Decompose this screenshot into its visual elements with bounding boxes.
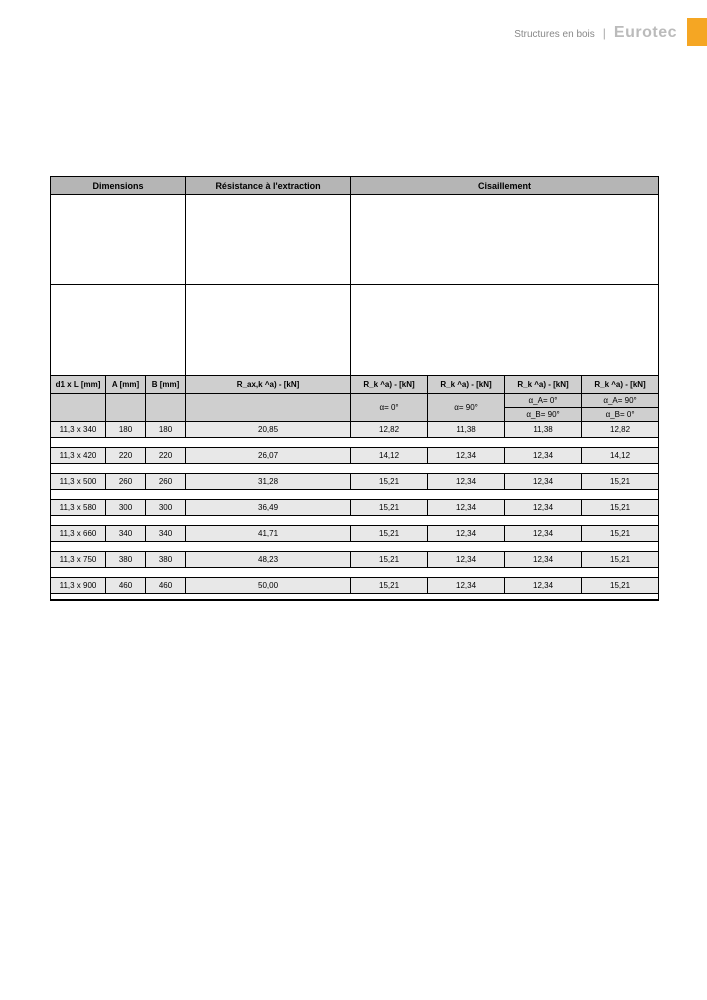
cell-B: 460	[146, 578, 186, 594]
col-d1L: d1 x L [mm]	[51, 376, 106, 394]
col-Rk2: R_k ^a) - [kN]	[428, 376, 505, 394]
spacer-row	[51, 195, 659, 285]
cell-r3: 12,34	[505, 448, 582, 464]
blank-row	[51, 438, 659, 448]
cell-r4: 15,21	[582, 474, 659, 490]
cell-r3: 12,34	[505, 552, 582, 568]
cell-A: 180	[106, 422, 146, 438]
cell-r2: 12,34	[428, 474, 505, 490]
cell-r3: 12,34	[505, 578, 582, 594]
cell-r1: 12,82	[351, 422, 428, 438]
cell-r4: 12,82	[582, 422, 659, 438]
group-header-row: Dimensions Résistance à l'extraction Cis…	[51, 177, 659, 195]
cell-r1: 14,12	[351, 448, 428, 464]
separator: |	[603, 26, 606, 40]
cell-r1: 15,21	[351, 500, 428, 516]
table-row: 11,3 x 90046046050,0015,2112,3412,3415,2…	[51, 578, 659, 594]
spacer-row-2	[51, 286, 659, 376]
page-header: Structures en bois | Eurotec	[514, 24, 677, 42]
cell-A: 340	[106, 526, 146, 542]
col-Rk1: R_k ^a) - [kN]	[351, 376, 428, 394]
table-row: 11,3 x 42022022026,0714,1212,3412,3414,1…	[51, 448, 659, 464]
cell-Rax: 31,28	[186, 474, 351, 490]
cell-r3: 12,34	[505, 474, 582, 490]
sub-alpha0: α= 0°	[351, 394, 428, 422]
blank-row	[51, 542, 659, 552]
sub-aA0: α_A= 0°	[505, 394, 582, 408]
cell-d: 11,3 x 750	[51, 552, 106, 568]
cell-r2: 12,34	[428, 500, 505, 516]
cell-r3: 12,34	[505, 526, 582, 542]
cell-A: 460	[106, 578, 146, 594]
cell-d: 11,3 x 340	[51, 422, 106, 438]
cell-d: 11,3 x 420	[51, 448, 106, 464]
cell-d: 11,3 x 580	[51, 500, 106, 516]
cell-A: 220	[106, 448, 146, 464]
cell-B: 340	[146, 526, 186, 542]
hdr-shear: Cisaillement	[351, 177, 659, 195]
cell-r1: 15,21	[351, 526, 428, 542]
cell-r2: 12,34	[428, 448, 505, 464]
cell-r4: 15,21	[582, 526, 659, 542]
page-tab	[687, 18, 707, 46]
cell-B: 180	[146, 422, 186, 438]
cell-r4: 15,21	[582, 552, 659, 568]
col-Rk4: R_k ^a) - [kN]	[582, 376, 659, 394]
cell-r1: 15,21	[351, 474, 428, 490]
table-row: 11,3 x 66034034041,7115,2112,3412,3415,2…	[51, 526, 659, 542]
brand-logo: Eurotec	[614, 24, 677, 42]
section-title: Structures en bois	[514, 29, 595, 40]
cell-r4: 15,21	[582, 500, 659, 516]
cell-B: 260	[146, 474, 186, 490]
cell-r2: 12,34	[428, 552, 505, 568]
cell-r4: 14,12	[582, 448, 659, 464]
sub-alpha90: α= 90°	[428, 394, 505, 422]
cell-B: 300	[146, 500, 186, 516]
col-A: A [mm]	[106, 376, 146, 394]
cell-A: 260	[106, 474, 146, 490]
blank-row	[51, 464, 659, 474]
data-table-wrapper: Dimensions Résistance à l'extraction Cis…	[50, 176, 658, 601]
data-table: Dimensions Résistance à l'extraction Cis…	[50, 176, 659, 601]
table-row: 11,3 x 58030030036,4915,2112,3412,3415,2…	[51, 500, 659, 516]
cell-Rax: 36,49	[186, 500, 351, 516]
table-row: 11,3 x 34018018020,8512,8211,3811,3812,8…	[51, 422, 659, 438]
blank-row	[51, 490, 659, 500]
cell-r2: 12,34	[428, 578, 505, 594]
cell-Rax: 20,85	[186, 422, 351, 438]
cell-r3: 12,34	[505, 500, 582, 516]
col-Raxk: R_ax,k ^a) - [kN]	[186, 376, 351, 394]
sub-header-row-1: α= 0° α= 90° α_A= 0° α_A= 90°	[51, 394, 659, 408]
col-Rk3: R_k ^a) - [kN]	[505, 376, 582, 394]
cell-r2: 12,34	[428, 526, 505, 542]
sub-aA90: α_A= 90°	[582, 394, 659, 408]
cell-r4: 15,21	[582, 578, 659, 594]
blank-row	[51, 516, 659, 526]
sub-aB0: α_B= 0°	[582, 408, 659, 422]
cell-d: 11,3 x 900	[51, 578, 106, 594]
column-header-row: d1 x L [mm] A [mm] B [mm] R_ax,k ^a) - […	[51, 376, 659, 394]
cell-Rax: 48,23	[186, 552, 351, 568]
table-row: 11,3 x 50026026031,2815,2112,3412,3415,2…	[51, 474, 659, 490]
cell-r1: 15,21	[351, 552, 428, 568]
cell-A: 380	[106, 552, 146, 568]
cell-Rax: 41,71	[186, 526, 351, 542]
table-row: 11,3 x 75038038048,2315,2112,3412,3415,2…	[51, 552, 659, 568]
hdr-dimensions: Dimensions	[51, 177, 186, 195]
cell-Rax: 26,07	[186, 448, 351, 464]
cell-A: 300	[106, 500, 146, 516]
cell-d: 11,3 x 500	[51, 474, 106, 490]
col-B: B [mm]	[146, 376, 186, 394]
cell-r2: 11,38	[428, 422, 505, 438]
blank-row	[51, 594, 659, 600]
hdr-withdrawal: Résistance à l'extraction	[186, 177, 351, 195]
sub-aB90: α_B= 90°	[505, 408, 582, 422]
cell-r1: 15,21	[351, 578, 428, 594]
cell-d: 11,3 x 660	[51, 526, 106, 542]
cell-B: 380	[146, 552, 186, 568]
cell-B: 220	[146, 448, 186, 464]
blank-row	[51, 568, 659, 578]
cell-Rax: 50,00	[186, 578, 351, 594]
cell-r3: 11,38	[505, 422, 582, 438]
